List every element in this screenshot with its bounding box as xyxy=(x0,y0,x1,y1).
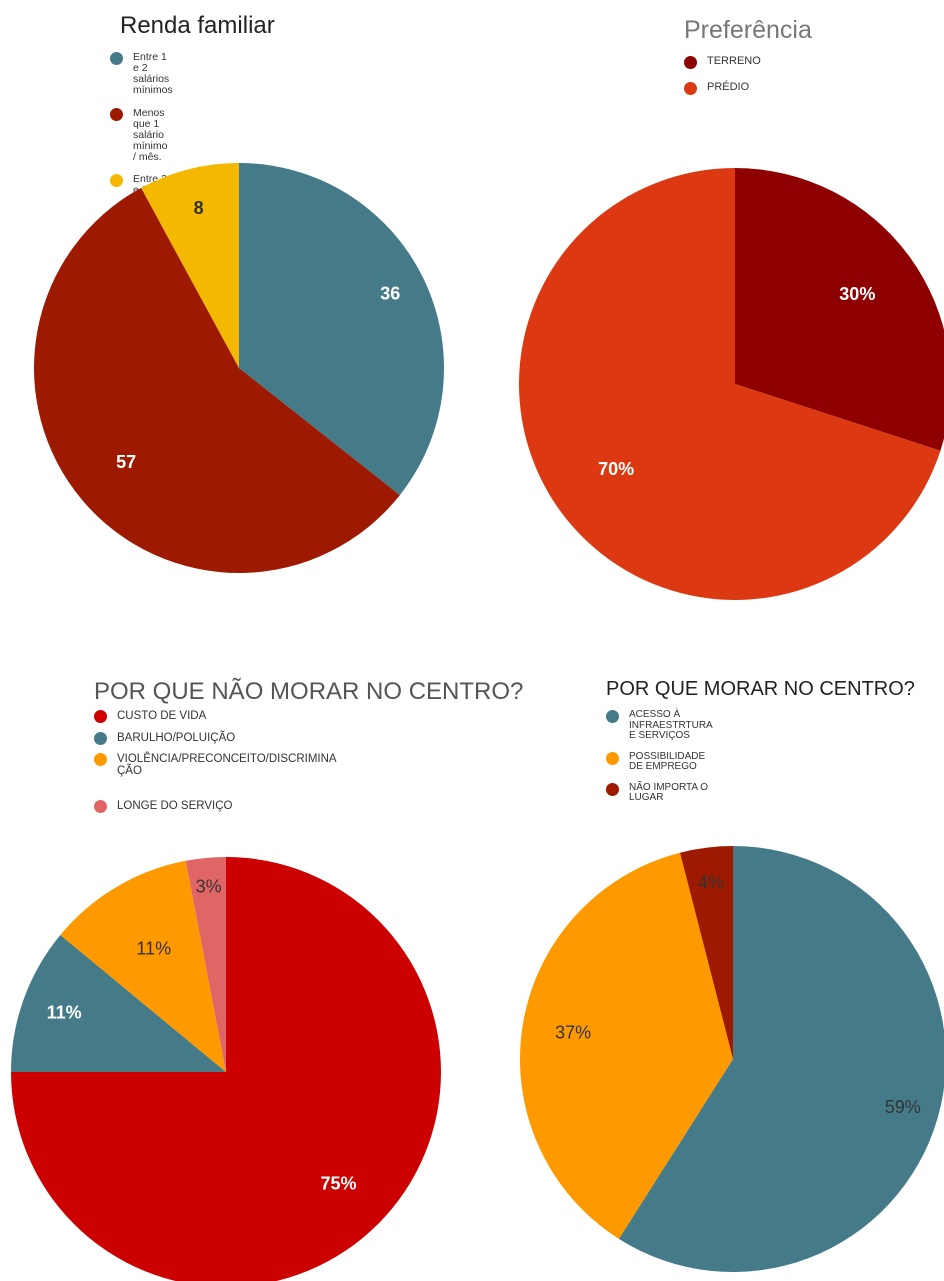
pie-data-label: 30% xyxy=(839,284,875,304)
legend-item-menos-que-1-salario-minimo-mes: Menos que 1 salário mínimo / mês. xyxy=(110,106,173,163)
legend-item-nao-importa-o-lugar: NÃO IMPORTA O LUGAR xyxy=(606,781,712,804)
chart-legend: ACESSO À INFRAESTRTURA E SERVIÇOS POSSIBI… xyxy=(606,709,713,814)
pie-slice-entre-1-e-2-salarios-minimos xyxy=(239,163,445,496)
pie-slice-longe-do-servico xyxy=(185,857,226,1072)
pie-data-label: 11% xyxy=(136,939,171,959)
legend-swatch xyxy=(94,753,107,766)
legend-label: TERRENO xyxy=(707,55,761,67)
legend-swatch xyxy=(94,731,107,745)
pie-data-label: 4% xyxy=(698,872,724,892)
chart-title: POR QUE NÃO MORAR NO CENTRO? xyxy=(94,678,524,705)
legend-swatch xyxy=(606,751,619,765)
legend-swatch xyxy=(606,782,619,796)
pie-slice-possibilidade-de-emprego xyxy=(520,852,733,1239)
pie-slice-custo-de-vida xyxy=(11,857,441,1281)
legend-label: CUSTO DE VIDA xyxy=(117,710,207,722)
legend-label: POSSIBILIDADE DE EMPREGO xyxy=(629,750,706,772)
legend-item-acesso-a-infraestrtura-e-servicos: ACESSO À INFRAESTRTURA E SERVIÇOS xyxy=(606,709,713,742)
legend-label: BARULHO/POLUIÇÃO xyxy=(117,731,236,744)
legend-swatch xyxy=(606,710,619,723)
pie-data-label: 59% xyxy=(885,1097,921,1117)
legend-label: NÃO IMPORTA O LUGAR xyxy=(629,781,709,803)
legend-item-entre-1-e-2-salarios-minimos: Entre 1 e 2 salários mínimos xyxy=(110,51,173,97)
chart-title: Preferência xyxy=(684,16,812,44)
pie-slice-menos-que-1-salario-minimo-mes xyxy=(33,187,400,574)
legend-swatch xyxy=(110,107,123,121)
pie-slice-entre-2-e-3-salarios-minimos-mes xyxy=(141,163,239,368)
pie-data-label: 3% xyxy=(196,877,222,897)
pie-data-label: 57 xyxy=(116,452,136,472)
legend-swatch xyxy=(94,799,107,813)
legend-swatch xyxy=(684,56,697,69)
chart-title: Renda familiar xyxy=(120,12,275,39)
legend-item-predio: PRÉDIO xyxy=(684,81,761,95)
legend-label: Entre 1 e 2 salários mínimos xyxy=(133,51,173,97)
legend-swatch xyxy=(94,710,107,723)
legend-label: Menos que 1 salário mínimo / mês. xyxy=(133,106,168,163)
chart-legend: TERRENO PRÉDIO xyxy=(684,55,761,108)
legend-item-violencia-preconceito-discrimina-cao: VIOLÊNCIA/PRECONCEITO/DISCRIMINA ÇÃO xyxy=(94,753,337,777)
pie-data-label: 75% xyxy=(320,1173,356,1193)
legend-label: PRÉDIO xyxy=(707,81,750,93)
legend-label: VIOLÊNCIA/PRECONCEITO/DISCRIMINA ÇÃO xyxy=(117,753,337,778)
legend-swatch xyxy=(110,52,123,65)
chart-legend: CUSTO DE VIDA BARULHO/POLUIÇÃO VIOLÊNCIA/P… xyxy=(94,710,337,821)
legend-item-possibilidade-de-emprego: POSSIBILIDADE DE EMPREGO xyxy=(606,750,712,773)
pie-data-label: 70% xyxy=(598,459,634,479)
legend-item-barulho-poluicao: BARULHO/POLUIÇÃO xyxy=(94,731,337,745)
pie-data-label: 8 xyxy=(194,198,204,218)
pie-data-label: 11% xyxy=(47,1002,82,1022)
legend-label: ACESSO À INFRAESTRTURA E SERVIÇOS xyxy=(629,709,713,741)
pie-slice-barulho-poluicao xyxy=(11,934,226,1072)
legend-label: LONGE DO SERVIÇO xyxy=(117,799,233,812)
legend-swatch xyxy=(110,174,123,188)
chart-title: POR QUE MORAR NO CENTRO? xyxy=(606,678,915,700)
pie-slice-terreno xyxy=(735,168,944,451)
pie-slice-acesso-a-infraestrtura-e-servicos xyxy=(618,846,944,1272)
legend-item-terreno: TERRENO xyxy=(684,55,761,69)
legend-swatch xyxy=(684,82,697,95)
legend-item-custo-de-vida: CUSTO DE VIDA xyxy=(94,710,337,723)
pie-slice-predio xyxy=(519,168,941,600)
legend-item-longe-do-servico: LONGE DO SERVIÇO xyxy=(94,799,337,813)
pie-slice-violencia-preconceito-discrimina-cao xyxy=(60,860,226,1072)
pie-data-label: 36 xyxy=(380,283,400,303)
pie-data-label: 37% xyxy=(555,1022,591,1042)
pie-slice-nao-importa-o-lugar xyxy=(680,846,733,1059)
